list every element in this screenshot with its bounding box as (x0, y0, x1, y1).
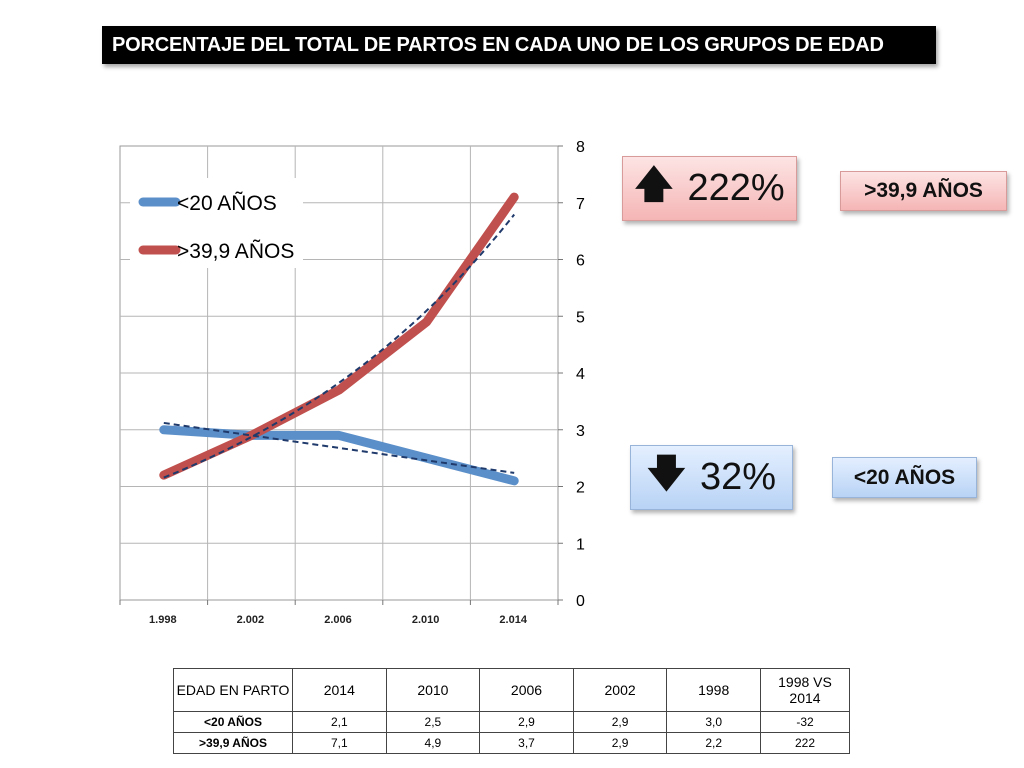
increase-percent: 222% (687, 167, 785, 209)
decrease-callout: 🡇 32% (630, 445, 793, 510)
decrease-percent: 32% (700, 456, 777, 498)
y-tick-label: 5 (576, 309, 585, 326)
table-cell: 7,1 (292, 732, 387, 754)
series-line-0 (159, 425, 519, 486)
trend-line-0 (163, 421, 515, 474)
table-cell: 2,9 (572, 732, 668, 754)
table-header-cell: 2002 (572, 668, 668, 712)
table-cell: 222 (760, 732, 850, 754)
decrease-group-label: <20 AÑOS (832, 457, 977, 498)
data-table: EDAD EN PARTO 2014 2010 2006 2002 1998 1… (173, 668, 850, 754)
y-tick-label: 2 (576, 480, 585, 497)
table-row-label: >39,9 AÑOS (173, 732, 293, 754)
table-cell: 3,7 (479, 732, 574, 754)
decrease-group-text: <20 AÑOS (853, 465, 956, 489)
table-header-cell: 1998 (666, 668, 761, 712)
y-tick-label: 0 (576, 593, 585, 610)
table-header-row: EDAD EN PARTO 2014 2010 2006 2002 1998 1… (173, 668, 850, 712)
table-header-cell: 2010 (385, 668, 481, 712)
table-cell: 3,0 (666, 711, 761, 733)
table-row: >39,9 AÑOS 7,1 4,9 3,7 2,9 2,2 222 (173, 732, 850, 754)
y-tick-label: 3 (576, 423, 585, 440)
legend-label: >39,9 AÑOS (177, 239, 294, 263)
increase-callout: 🡅 222% (622, 156, 797, 221)
x-tick-label: 2.014 (499, 614, 527, 626)
table-cell: 2,9 (479, 711, 574, 733)
arrow-down-icon: 🡇 (646, 453, 686, 495)
trend-line-1 (163, 213, 515, 479)
table-row-label: <20 AÑOS (173, 711, 293, 733)
table-cell: 4,9 (385, 732, 481, 754)
y-tick-label: 4 (576, 366, 585, 383)
table-header-cell: 2014 (292, 668, 387, 712)
y-tick-label: 8 (576, 139, 585, 156)
x-tick-label: 1.998 (149, 614, 177, 626)
table-cell: 2,9 (572, 711, 668, 733)
table-cell: 2,1 (292, 711, 387, 733)
x-tick-label: 2.010 (412, 614, 440, 626)
slide-title: PORCENTAJE DEL TOTAL DE PARTOS EN CADA U… (102, 26, 936, 64)
x-tick-label: 2.006 (324, 614, 352, 626)
y-tick-label: 6 (576, 253, 585, 270)
table-header-cell: 1998 VS 2014 (760, 668, 850, 712)
legend-label: <20 AÑOS (177, 191, 277, 215)
x-tick-label: 2.002 (237, 614, 265, 626)
table-cell: 2,5 (385, 711, 481, 733)
table-header-cell: 2006 (479, 668, 574, 712)
table-cell: -32 (760, 711, 850, 733)
increase-group-text: >39,9 AÑOS (864, 179, 983, 202)
table-cell: 2,2 (666, 732, 761, 754)
y-tick-label: 7 (576, 196, 585, 213)
y-tick-label: 1 (576, 536, 585, 553)
arrow-up-icon: 🡅 (634, 164, 674, 206)
table-header-cell: EDAD EN PARTO (173, 668, 293, 712)
table-row: <20 AÑOS 2,1 2,5 2,9 2,9 3,0 -32 (173, 711, 850, 733)
increase-group-label: >39,9 AÑOS (840, 171, 1007, 211)
